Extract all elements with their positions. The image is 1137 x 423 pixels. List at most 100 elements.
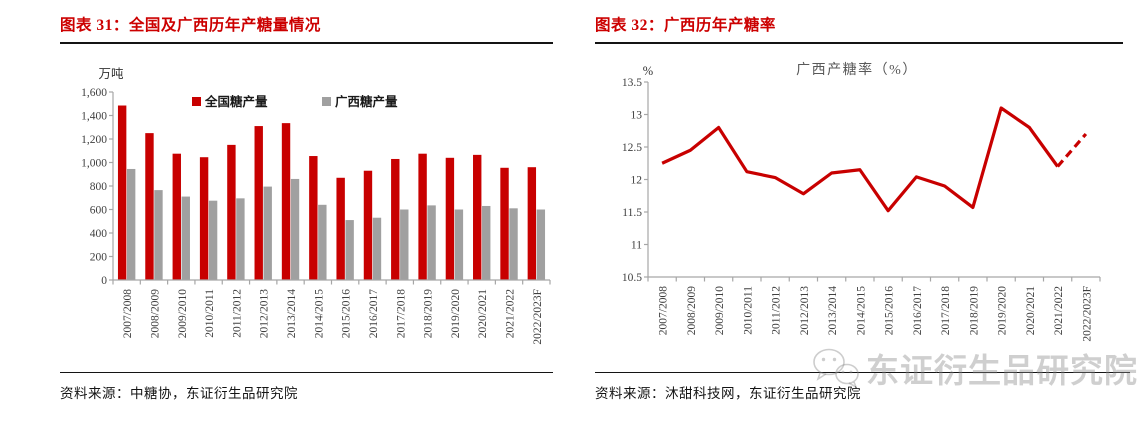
figure-32-title: 图表 32：广西历年产糖率 <box>595 13 1123 44</box>
legend-label: 广西糖产量 <box>335 94 398 109</box>
x-tick-label: 2015/2016 <box>884 286 896 335</box>
y-axis: 10.5 11 11.5 12 12.5 13 13.5 <box>622 77 649 284</box>
x-tick-label: 2014/2015 <box>313 289 325 338</box>
x-tick-label: 2018/2019 <box>968 286 980 335</box>
x-tick-label: 2020/2021 <box>1025 286 1037 335</box>
y-tick-label: 11.5 <box>622 207 642 219</box>
bar-national-2016/2017 <box>363 170 373 280</box>
x-tick-label: 2022/2023F <box>532 289 544 345</box>
bar-guangxi-2015/2016 <box>345 220 354 280</box>
x-tick-label: 2015/2016 <box>341 289 353 338</box>
x-tick-label: 2016/2017 <box>912 286 924 335</box>
x-tick-label: 2019/2020 <box>450 289 462 338</box>
x-tick-label: 2008/2009 <box>149 289 161 338</box>
x-tick-label: 2022/2023F <box>1081 286 1093 342</box>
x-tick-label: 2008/2009 <box>686 286 698 335</box>
x-tick-label: 2020/2021 <box>477 289 489 338</box>
y-tick-label: 1,600 <box>81 87 107 99</box>
bar-guangxi-2019/2020 <box>454 209 464 280</box>
x-tick-label: 2009/2010 <box>177 289 189 338</box>
bar-guangxi-2009/2010 <box>181 196 190 280</box>
x-tick-label: 2016/2017 <box>368 289 380 338</box>
y-tick-label: 1,400 <box>81 111 107 123</box>
figure-31-title: 图表 31：全国及广西历年产糖量情况 <box>60 13 553 44</box>
x-tick-label: 2009/2010 <box>714 286 726 335</box>
bar-guangxi-2007/2008 <box>126 168 136 280</box>
x-tick-label: 2010/2011 <box>742 286 754 335</box>
bar-guangxi-2012/2013 <box>263 186 272 280</box>
x-tick-label: 2017/2018 <box>395 289 407 338</box>
x-axis <box>647 276 1101 282</box>
bar-guangxi-2017/2018 <box>400 209 409 280</box>
x-labels: 2007/2008 2008/2009 2009/2010 2010/2011 2011… <box>122 289 544 345</box>
bar-guangxi-2011/2012 <box>236 198 245 280</box>
bar-national-2013/2014 <box>281 123 291 280</box>
x-tick-label: 2012/2013 <box>799 286 811 335</box>
y-tick-label: 12 <box>631 175 643 187</box>
bar-national-2012/2013 <box>254 126 263 280</box>
bar-national-2021/2022 <box>500 167 509 280</box>
sugar-rate-line <box>661 106 1059 213</box>
x-axis <box>112 279 551 285</box>
bar-guangxi-2021/2022 <box>509 208 518 280</box>
legend-swatch <box>192 97 201 106</box>
x-tick-label: 2017/2018 <box>940 286 952 335</box>
legend: 全国糖产量 广西糖产量 <box>192 94 398 109</box>
y-tick-label: 1,200 <box>81 134 107 146</box>
y-axis: 0 200 400 600 800 1,000 1,200 1,400 1,600 <box>81 87 114 287</box>
x-tick-label: 2014/2015 <box>855 286 867 335</box>
y-tick-label: 600 <box>90 205 108 217</box>
x-tick-label: 2018/2019 <box>423 289 435 338</box>
bar-guangxi-2010/2011 <box>208 200 218 280</box>
x-labels: 2007/2008 2008/2009 2009/2010 2010/2011 2011… <box>658 286 1094 342</box>
bar-guangxi-2013/2014 <box>290 178 300 280</box>
y-tick-label: 200 <box>90 252 108 264</box>
bar-national-2014/2015 <box>309 156 318 280</box>
bar-national-2007/2008 <box>117 105 127 280</box>
national-guangxi-sugar-output-bar-chart: 万吨 0 200 400 600 800 1,000 1,200 1,400 1,600 2007/… <box>81 67 551 345</box>
y-axis-unit-label: 万吨 <box>98 67 124 81</box>
y-tick-label: 12.5 <box>622 142 642 154</box>
y-tick-label: 800 <box>90 181 108 193</box>
y-tick-label: 0 <box>101 275 107 287</box>
y-axis-unit-label: % <box>643 64 653 78</box>
bar-national-2019/2020 <box>445 157 455 280</box>
figure-31-source: 资料来源：中糖协，东证衍生品研究院 <box>60 372 553 402</box>
bar-guangxi-2020/2021 <box>482 205 491 280</box>
chart-title: 广西产糖率（%） <box>796 61 918 78</box>
x-tick-label: 2013/2014 <box>286 289 298 338</box>
x-tick-label: 2011/2012 <box>231 289 243 338</box>
x-tick-label: 2010/2011 <box>204 289 216 338</box>
x-tick-label: 2012/2013 <box>259 289 271 338</box>
y-tick-label: 13 <box>631 110 643 122</box>
x-tick-label: 2021/2022 <box>505 289 517 338</box>
bar-national-2010/2011 <box>199 157 209 280</box>
x-tick-label: 2013/2014 <box>827 286 839 335</box>
y-tick-label: 400 <box>90 228 108 240</box>
guangxi-sugar-rate-line-chart: % 广西产糖率（%） 10.5 11 11.5 12 12.5 13 13.5 2007/2008… <box>622 61 1101 342</box>
bar-guangxi-2016/2017 <box>372 217 382 280</box>
bar-national-2020/2021 <box>473 154 482 280</box>
figure-32-source: 资料来源：沐甜科技网，东证衍生品研究院 <box>595 372 1130 402</box>
legend-swatch <box>322 97 331 106</box>
bar-guangxi-2008/2009 <box>154 190 163 280</box>
y-tick-label: 10.5 <box>622 272 642 284</box>
y-tick-label: 13.5 <box>622 77 642 89</box>
bar-national-2017/2018 <box>391 158 400 280</box>
bar-national-2015/2016 <box>336 177 345 280</box>
bar-series <box>117 105 546 280</box>
bar-national-2008/2009 <box>145 133 154 280</box>
x-tick-label: 2007/2008 <box>122 289 134 338</box>
bar-national-2009/2010 <box>172 153 181 280</box>
x-tick-label: 2007/2008 <box>658 286 670 335</box>
bar-national-2018/2019 <box>418 153 427 280</box>
bar-guangxi-2018/2019 <box>427 205 436 280</box>
sugar-rate-forecast-dashed-line <box>1056 132 1088 168</box>
x-tick-label: 2021/2022 <box>1053 286 1065 335</box>
x-tick-label: 2019/2020 <box>997 286 1009 335</box>
bar-guangxi-2022/2023F <box>536 209 546 280</box>
y-tick-label: 1,000 <box>81 158 107 170</box>
y-tick-label: 11 <box>631 240 642 252</box>
bar-guangxi-2014/2015 <box>318 204 327 280</box>
